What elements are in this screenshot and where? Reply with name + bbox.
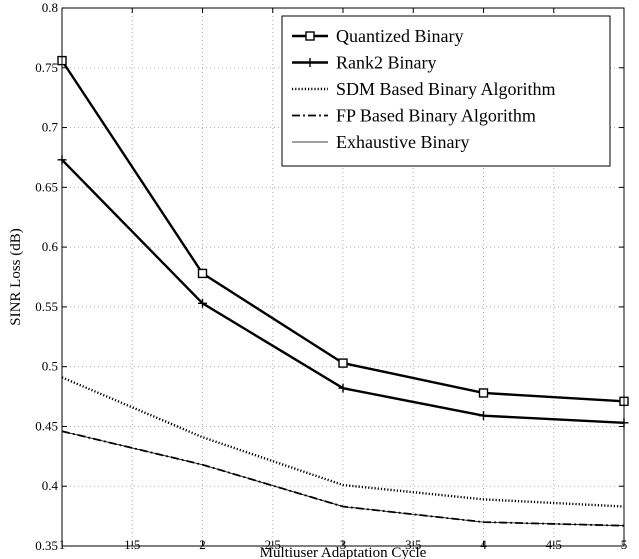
data-point bbox=[198, 298, 207, 308]
y-tick-label: 0.65 bbox=[35, 179, 58, 194]
y-tick-label: 0.45 bbox=[35, 418, 58, 433]
x-tick-label: 1.5 bbox=[124, 537, 140, 552]
series-5 bbox=[61, 430, 625, 527]
data-point bbox=[478, 388, 489, 398]
series-3 bbox=[61, 376, 625, 508]
y-axis-label: SINR Loss (dB) bbox=[8, 228, 24, 326]
data-point bbox=[338, 383, 348, 393]
ticks: 1 1.5 2 2.5 3 3.5 4 4.5 5 0.35 0.4 0.45 0.5 0.55 0.6 0.… bbox=[35, 0, 627, 553]
legend-box bbox=[281, 15, 611, 167]
x-tick-label: 5 bbox=[621, 537, 628, 552]
legend-label: Exhaustive Binary bbox=[336, 132, 469, 152]
x-tick-label: 3.5 bbox=[405, 537, 421, 552]
legend-item: Quantized Binary bbox=[292, 26, 463, 46]
y-tick-label: 0.35 bbox=[35, 538, 58, 553]
data-point bbox=[197, 268, 208, 279]
y-tick-label: 0.4 bbox=[42, 478, 59, 493]
series-layer bbox=[57, 55, 629, 527]
data-point bbox=[338, 358, 348, 368]
x-axis-label: Multiuser Adaptation Cycle bbox=[260, 545, 427, 559]
series-line bbox=[61, 376, 625, 508]
y-tick-label: 0.6 bbox=[42, 239, 59, 254]
legend-label: Quantized Binary bbox=[336, 26, 463, 46]
y-tick-label: 0.8 bbox=[42, 0, 58, 15]
legend-label: Rank2 Binary bbox=[336, 53, 437, 73]
legend-label: FP Based Binary Algorithm bbox=[336, 106, 536, 126]
data-point bbox=[479, 411, 488, 421]
series-2 bbox=[57, 155, 629, 428]
legend-label: SDM Based Binary Algorithm bbox=[336, 79, 556, 99]
y-tick-label: 0.5 bbox=[42, 359, 58, 374]
x-tick-label: 4 bbox=[480, 537, 487, 552]
legend: Quantized Binary Rank2 Binary SDM Based Bi… bbox=[281, 15, 611, 167]
x-tick-label: 4.5 bbox=[546, 537, 562, 552]
x-tick-label: 2.5 bbox=[265, 537, 281, 552]
legend-marker bbox=[305, 58, 315, 67]
legend-marker bbox=[305, 31, 315, 41]
x-tick-label: 2 bbox=[199, 537, 206, 552]
legend-item: FP Based Binary Algorithm bbox=[292, 106, 536, 126]
y-tick-label: 0.75 bbox=[35, 60, 58, 75]
x-tick-label: 3 bbox=[340, 537, 347, 552]
series-line bbox=[61, 430, 625, 527]
legend-item: SDM Based Binary Algorithm bbox=[292, 79, 556, 99]
y-tick-label: 0.7 bbox=[42, 120, 59, 135]
y-tick-label: 0.55 bbox=[35, 299, 58, 314]
x-tick-label: 1 bbox=[59, 537, 66, 552]
legend-item: Rank2 Binary bbox=[292, 53, 437, 73]
legend-item: Exhaustive Binary bbox=[292, 132, 469, 152]
